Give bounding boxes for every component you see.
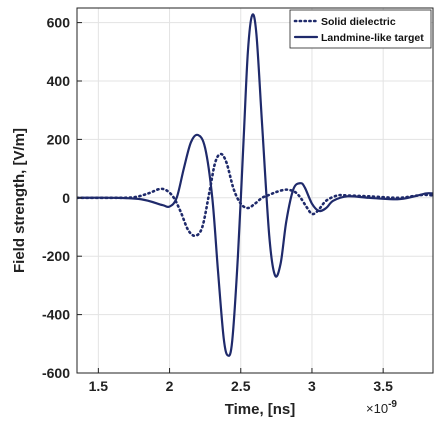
y-tick-label: 0 (62, 190, 70, 206)
x-tick-label: 2.5 (231, 378, 251, 394)
series-layer (77, 13, 433, 357)
x-axis-label: Time, [ns] (225, 401, 296, 418)
series-line-landmine-like-target (77, 13, 433, 357)
legend-entry-solid-dielectric: Solid dielectric (321, 16, 396, 28)
y-tick-label: -600 (42, 365, 70, 381)
x-tick-label: 3.5 (373, 378, 393, 394)
plot-frame (76, 7, 434, 374)
grid (77, 8, 433, 374)
x-axis-ticks: 1.5 2 2.5 3 3.5 (89, 368, 393, 394)
legend-entry-landmine-like-target: Landmine-like target (321, 32, 424, 44)
x-tick-label: 3 (308, 378, 316, 394)
y-tick-label: -200 (42, 248, 70, 264)
x-axis-exponent-base: ×10 (366, 401, 388, 416)
x-tick-label: 2 (166, 378, 174, 394)
x-tick-label: 1.5 (89, 378, 109, 394)
y-axis-ticks: -600 -400 -200 0 200 400 600 (42, 15, 82, 381)
y-tick-label: -400 (42, 307, 70, 323)
y-tick-label: 200 (47, 131, 71, 147)
x-axis-exponent: ×10-9 (366, 399, 397, 416)
legend-box (289, 9, 432, 49)
y-tick-label: 600 (47, 15, 71, 31)
series-line-solid-dielectric (77, 152, 433, 238)
y-axis-label: Field strength, [V/m] (11, 128, 28, 273)
y-tick-label: 400 (47, 73, 71, 89)
x-axis-exponent-power: -9 (388, 399, 397, 410)
legend: Solid dielectric Landmine-like target (289, 9, 432, 49)
